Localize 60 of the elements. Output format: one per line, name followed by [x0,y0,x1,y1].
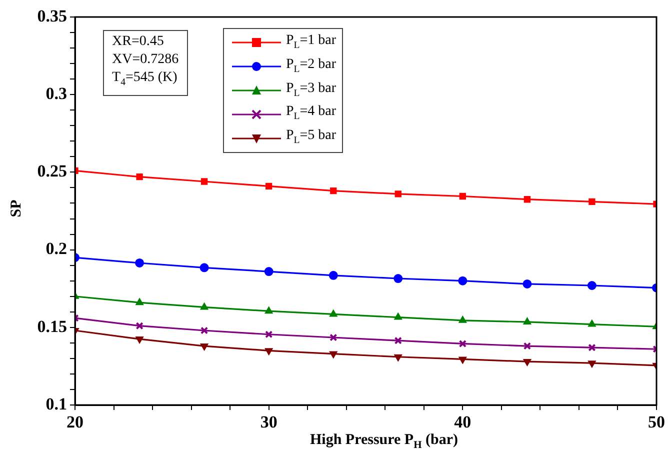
point [523,342,532,350]
point [200,178,208,185]
legend-label: P$_{L}$=1 bar [286,32,336,53]
y-tick-label: 0.3 [46,84,67,103]
annotation: T$_{4}$=545 (K) [112,69,178,90]
legend-label: P$_{L}$=3 bar [286,80,336,100]
point [394,312,402,320]
point [136,174,143,180]
point [458,340,466,348]
x-tick-label: 30 [260,412,278,432]
point [394,354,402,362]
legend-label: P$_{L}$=5 bar [286,127,336,148]
point [458,316,467,323]
point [522,279,532,288]
point [588,344,596,352]
point [587,280,596,290]
point [266,182,272,190]
x-axis-title: High Pressure P$_{H}$ (bar) [308,432,460,451]
point [264,348,273,356]
point [524,196,531,203]
point [329,351,338,358]
point [330,187,337,194]
point [588,198,596,206]
point [200,344,208,351]
point [458,356,467,364]
x-tick-label: 40 [454,412,472,432]
point [200,302,208,310]
point [329,310,338,317]
point [394,190,402,198]
point [136,322,144,330]
point [136,336,144,344]
point [523,317,532,324]
y-tick-label: 0.15 [37,316,67,336]
y-tick-label: 0.35 [37,6,67,26]
y-tick-label: 0.2 [46,239,67,258]
annotation: XR=0.45 [112,33,165,51]
point [200,326,208,334]
point [394,336,402,344]
legend-label: P$_{L}$=4 bar [286,103,336,124]
point [135,258,144,268]
x-tick-label: 20 [66,412,84,432]
x-tick-label: 50 [648,412,665,432]
point [265,330,273,338]
point [588,360,596,368]
annotation: XV=0.7286 [112,51,179,69]
y-axis-title: SP [8,200,26,218]
legend-label: P$_{L}$=2 bar [286,56,336,77]
point [523,359,532,366]
y-tick-label: 0.25 [37,162,67,181]
point [328,270,338,280]
point [458,276,468,286]
point [394,274,403,284]
point [330,334,338,342]
point [200,263,209,272]
point [459,192,466,200]
point [136,298,144,306]
y-tick-label: 0.1 [46,394,67,414]
point [264,306,273,314]
point [588,320,596,327]
point [264,267,274,276]
